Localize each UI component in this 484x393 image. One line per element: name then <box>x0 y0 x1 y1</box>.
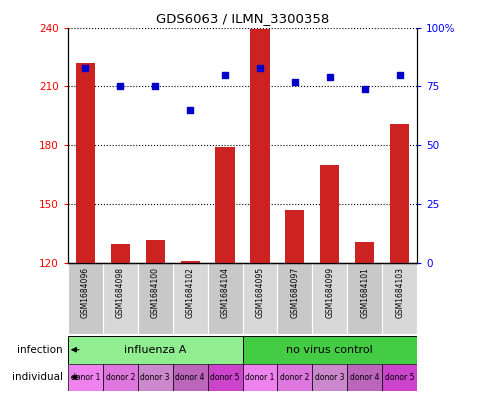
Text: donor 4: donor 4 <box>175 373 204 382</box>
Bar <box>381 263 416 334</box>
Text: donor 2: donor 2 <box>106 373 135 382</box>
Text: no virus control: no virus control <box>286 345 372 355</box>
Bar <box>389 124 408 263</box>
Point <box>151 83 159 90</box>
Text: donor 3: donor 3 <box>315 373 344 382</box>
Point <box>186 107 194 113</box>
Bar <box>215 147 234 263</box>
Bar <box>242 364 277 391</box>
Text: infection: infection <box>17 345 63 355</box>
Text: donor 2: donor 2 <box>280 373 309 382</box>
Text: donor 1: donor 1 <box>245 373 274 382</box>
Bar <box>312 263 347 334</box>
Bar <box>381 364 416 391</box>
Text: donor 1: donor 1 <box>71 373 100 382</box>
Bar <box>347 263 381 334</box>
Bar <box>207 263 242 334</box>
Bar <box>68 364 103 391</box>
Text: influenza A: influenza A <box>124 345 186 355</box>
Bar <box>242 263 277 334</box>
Bar <box>110 244 130 263</box>
Text: GSM1684098: GSM1684098 <box>116 267 124 318</box>
Text: GSM1684104: GSM1684104 <box>220 267 229 318</box>
Bar <box>347 364 381 391</box>
Point <box>81 64 89 71</box>
Bar <box>312 364 347 391</box>
Bar <box>319 165 339 263</box>
Bar <box>172 263 207 334</box>
Bar <box>68 263 103 334</box>
Bar <box>277 263 312 334</box>
Text: donor 5: donor 5 <box>384 373 413 382</box>
Point <box>395 72 403 78</box>
Text: GSM1684101: GSM1684101 <box>360 267 368 318</box>
Bar <box>103 263 137 334</box>
Bar <box>250 29 269 263</box>
Bar <box>68 336 242 364</box>
Bar <box>137 263 172 334</box>
Bar <box>145 240 165 263</box>
Text: GSM1684099: GSM1684099 <box>325 267 333 318</box>
Text: GSM1684096: GSM1684096 <box>81 267 90 318</box>
Text: individual: individual <box>12 372 63 382</box>
Bar <box>103 364 137 391</box>
Text: donor 5: donor 5 <box>210 373 239 382</box>
Point <box>325 74 333 80</box>
Text: donor 3: donor 3 <box>140 373 169 382</box>
Text: donor 4: donor 4 <box>349 373 378 382</box>
Bar <box>180 261 199 263</box>
Text: GSM1684100: GSM1684100 <box>151 267 159 318</box>
Title: GDS6063 / ILMN_3300358: GDS6063 / ILMN_3300358 <box>155 12 329 25</box>
Point <box>116 83 124 90</box>
Bar <box>285 210 304 263</box>
Bar <box>172 364 207 391</box>
Point <box>256 64 263 71</box>
Point <box>290 79 298 85</box>
Bar <box>207 364 242 391</box>
Bar <box>137 364 172 391</box>
Text: GSM1684095: GSM1684095 <box>255 267 264 318</box>
Text: GSM1684102: GSM1684102 <box>185 267 194 318</box>
Text: GSM1684097: GSM1684097 <box>290 267 299 318</box>
Text: GSM1684103: GSM1684103 <box>394 267 403 318</box>
Point <box>221 72 228 78</box>
Bar <box>354 242 374 263</box>
Bar <box>76 63 95 263</box>
Bar <box>242 336 416 364</box>
Bar <box>277 364 312 391</box>
Point <box>360 86 368 92</box>
